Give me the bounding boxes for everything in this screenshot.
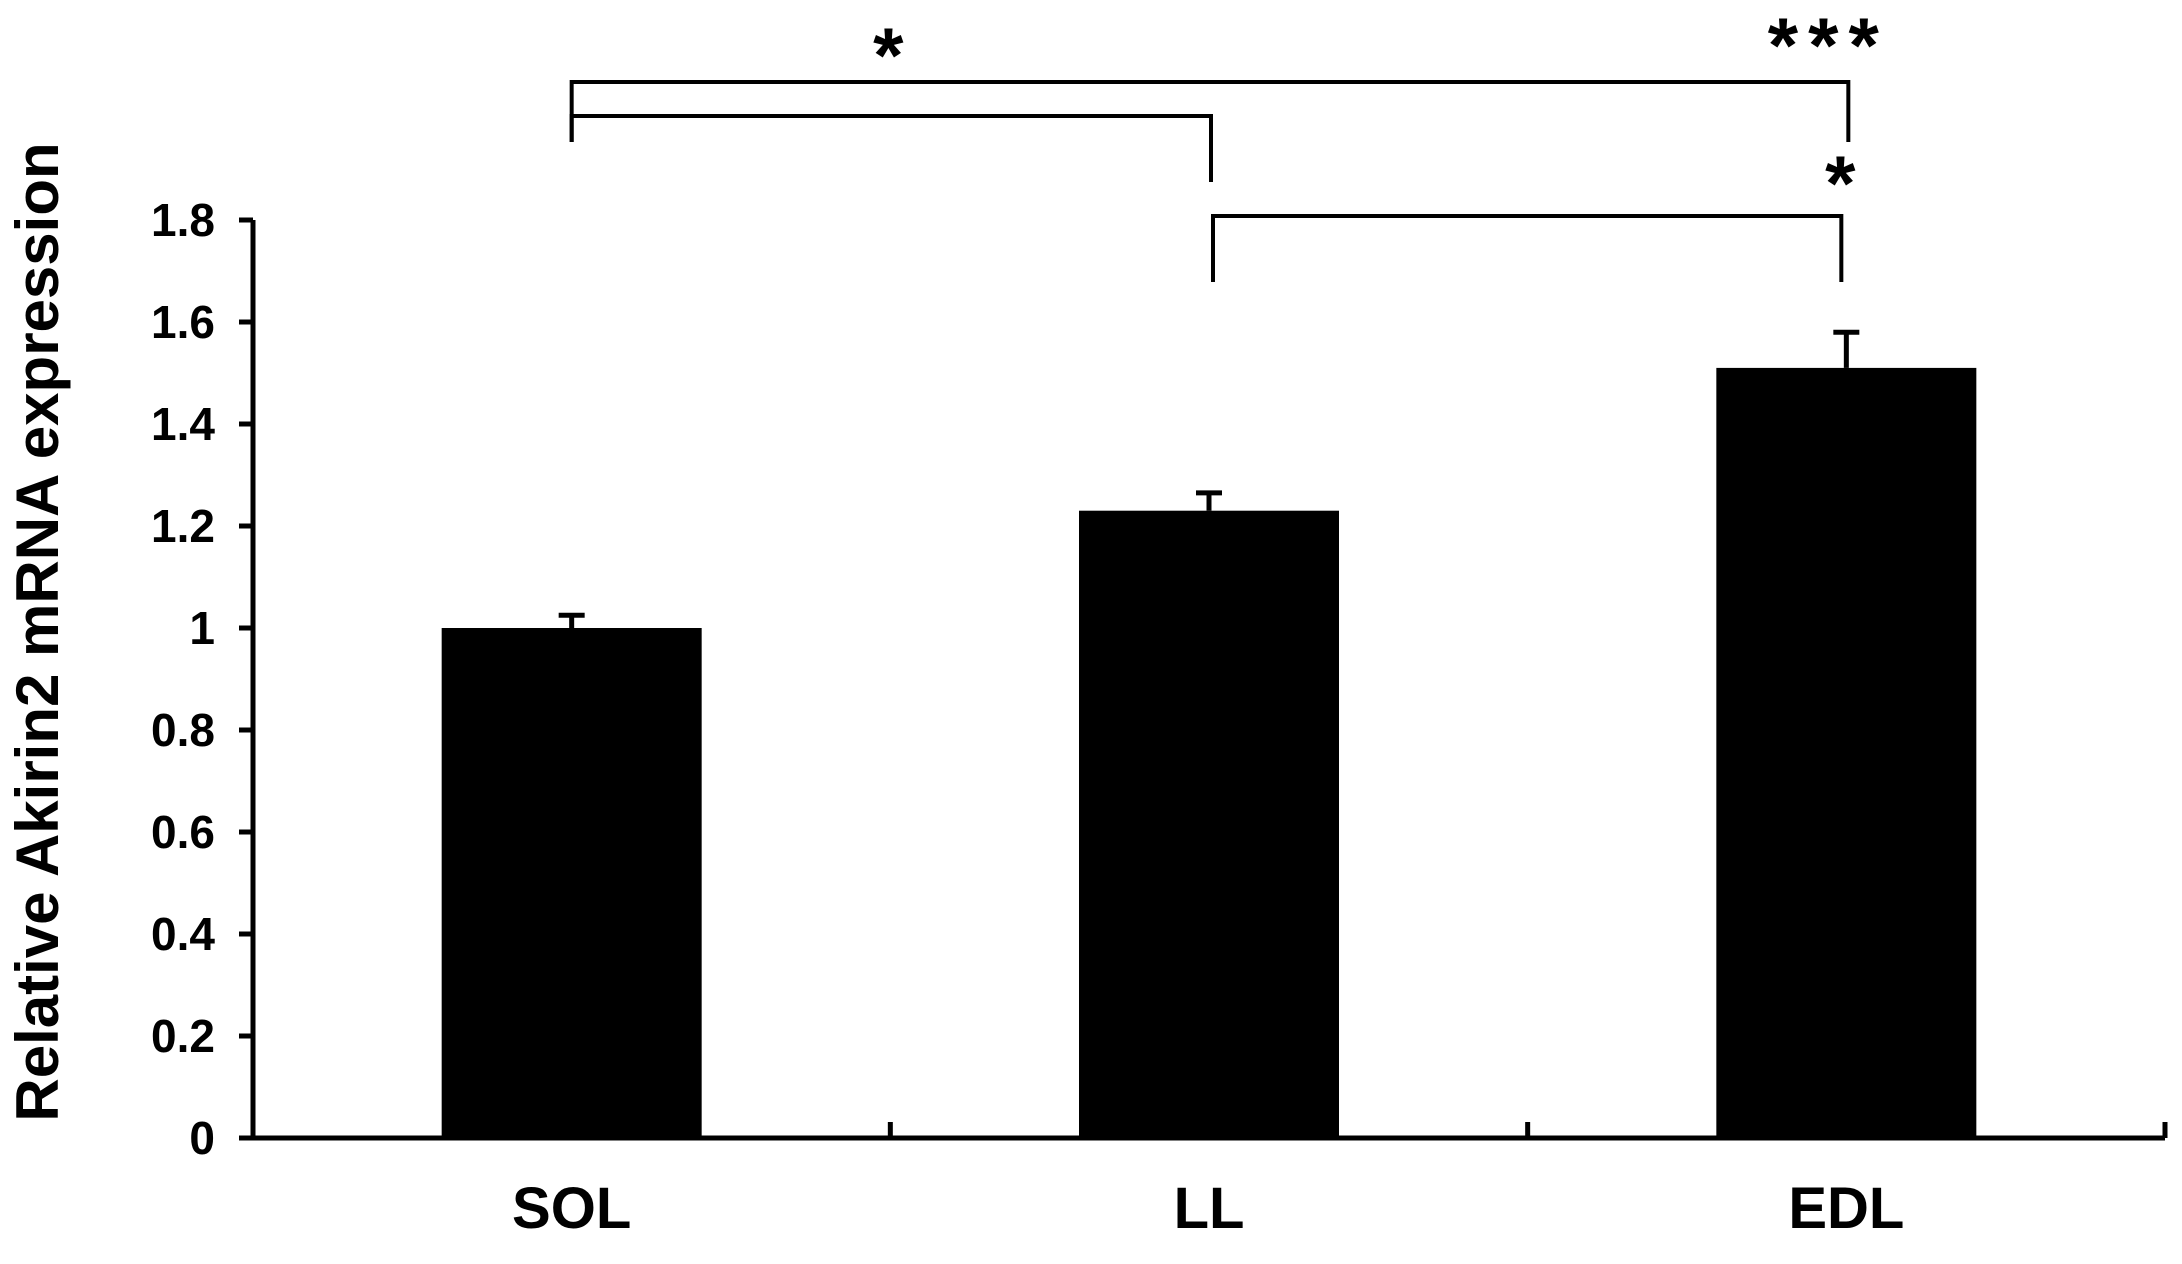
y-tick-label: 1.4 — [151, 398, 215, 450]
y-tick-label: 1.2 — [151, 500, 215, 552]
y-tick-label: 0.4 — [151, 908, 215, 960]
y-tick-label: 0.6 — [151, 806, 215, 858]
bar-edl — [1716, 367, 1977, 1138]
significance-label: * — [873, 11, 913, 99]
significance-label: *** — [1768, 1, 1889, 89]
significance-bracket — [569, 114, 1213, 182]
significance-bracket — [1211, 214, 1844, 282]
significance-label: * — [1825, 139, 1865, 227]
bar-ll — [1079, 510, 1339, 1138]
y-tick-label: 1.6 — [151, 296, 215, 348]
x-tick-label: SOL — [512, 1176, 631, 1241]
y-tick-label: 0.2 — [151, 1010, 215, 1062]
x-tick-label: EDL — [1788, 1176, 1904, 1241]
x-tick-label: LL — [1174, 1176, 1245, 1241]
significance-bracket — [569, 80, 1851, 142]
y-tick-label: 0.8 — [151, 704, 215, 756]
y-axis-label: Relative Akirin2 mRNA expression — [4, 142, 71, 1121]
y-tick-label: 0 — [189, 1112, 215, 1164]
y-tick-label: 1 — [189, 602, 215, 654]
bar-sol — [441, 628, 702, 1138]
y-tick-label: 1.8 — [151, 194, 215, 246]
